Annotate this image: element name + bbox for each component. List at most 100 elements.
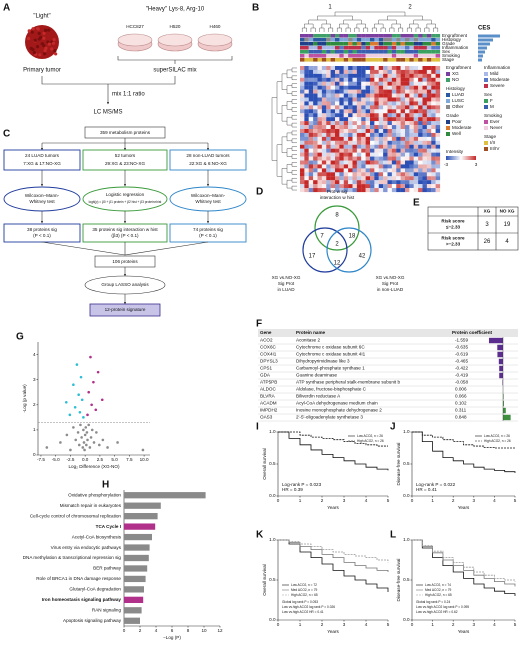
heatmap-cell [339, 117, 344, 122]
cluster-label: 2 [408, 5, 412, 11]
heatmap-cell [435, 125, 441, 130]
point [90, 428, 94, 432]
heatmap-cell [339, 144, 344, 149]
heatmap-cell [370, 66, 375, 71]
heatmap-cell [387, 109, 392, 114]
heatmap-cell [387, 73, 392, 78]
heatmap-cell [365, 172, 371, 177]
heatmap-cell [431, 172, 436, 177]
heatmap-cell [418, 176, 423, 181]
heatmap-cell [304, 113, 309, 118]
set-label: Sig Prot [278, 281, 295, 286]
track-cell [352, 42, 357, 46]
track-cell [405, 58, 410, 62]
heatmap-cell [317, 132, 322, 137]
heatmap-cell [391, 85, 397, 90]
y-tick-label: 0.5 [269, 577, 276, 582]
heatmap-cell [370, 93, 375, 98]
heatmap-cell [361, 156, 366, 161]
track-cell [335, 34, 340, 38]
heatmap-cell [378, 117, 384, 122]
point [106, 446, 109, 449]
heatmap-cell [426, 180, 432, 185]
x-tick-label: 10 [201, 628, 207, 633]
heatmap-cell [391, 136, 397, 141]
heatmap-cell [391, 69, 397, 74]
heatmap-cell [413, 93, 419, 98]
heatmap-cell [374, 168, 379, 173]
legend-title: Stage [484, 134, 496, 139]
point [72, 383, 75, 386]
legend-item: Moderate [452, 125, 472, 130]
track-cell [387, 50, 392, 54]
x-tick-label: 2 [321, 498, 324, 503]
heatmap-cell [374, 144, 379, 149]
heatmap-cell [339, 85, 344, 90]
heatmap-cell [418, 168, 423, 173]
track-cell [326, 46, 331, 50]
row-label: Risk score [441, 236, 465, 241]
heatmap-cell [356, 160, 362, 165]
heatmap-cell [387, 160, 392, 165]
heatmap-cell [391, 164, 397, 169]
heatmap-cell [400, 136, 406, 141]
track-cell [308, 50, 314, 54]
heatmap-cell [343, 132, 349, 137]
heatmap-cell [304, 121, 309, 126]
heatmap-cell [335, 160, 340, 165]
track-cell [435, 34, 441, 38]
heatmap-cell [405, 129, 410, 134]
heatmap-cell [335, 125, 340, 130]
heatmap-cell [409, 148, 414, 153]
dendrogram [336, 27, 342, 32]
heatmap-cell [361, 176, 366, 181]
heatmap-cell [321, 121, 327, 126]
track-cell [330, 58, 336, 62]
heatmap-cell [422, 180, 427, 185]
tumor-texture [54, 52, 58, 56]
legend-item: Other [452, 104, 464, 109]
dendrogram [424, 27, 430, 32]
heatmap-cell [300, 113, 305, 118]
track-cell [405, 38, 410, 42]
heatmap-cell [326, 93, 331, 98]
heatmap-cell [374, 117, 379, 122]
gene: GDA [260, 373, 271, 378]
heatmap-cell [348, 152, 353, 157]
heatmap-cell [391, 73, 397, 78]
heatmap-cell [409, 85, 414, 90]
table-cell: 19 [504, 222, 511, 228]
heatmap-cell [374, 77, 379, 82]
heatmap-cell [326, 164, 331, 169]
protein-name: Cytochrome c oxidase subunit 6C [296, 345, 365, 350]
heatmap-cell [365, 81, 371, 86]
heatmap-cell [321, 164, 327, 169]
heatmap-cell [356, 148, 362, 153]
heatmap-cell [317, 101, 322, 106]
track-cell [317, 58, 322, 62]
panel-label: B [252, 3, 259, 14]
panel-label: H [102, 480, 109, 491]
tumor-texture [42, 31, 46, 36]
dendrogram [389, 27, 395, 32]
heatmap-cell [370, 89, 375, 94]
track-cell [304, 46, 309, 50]
point [98, 443, 101, 447]
heatmap-cell [361, 184, 366, 189]
heatmap-cell [383, 81, 388, 86]
x-tick-label: 0 [411, 622, 414, 627]
gene: BLVRA [260, 394, 276, 399]
point [81, 446, 85, 449]
row-dendrogram [286, 69, 292, 79]
heatmap-cell [383, 168, 388, 173]
heatmap-cell [426, 121, 432, 126]
dendrogram [391, 23, 401, 28]
heatmap-cell [391, 132, 397, 137]
heatmap-cell [422, 97, 427, 102]
protein-name: Inosine monophosphate dehydrogenase 2 [296, 408, 382, 413]
x-tick-label: 2 [321, 622, 324, 627]
heatmap-cell [339, 89, 344, 94]
track-cell [374, 58, 379, 62]
panel-label: J [390, 422, 396, 433]
heatmap-cell [343, 105, 349, 110]
